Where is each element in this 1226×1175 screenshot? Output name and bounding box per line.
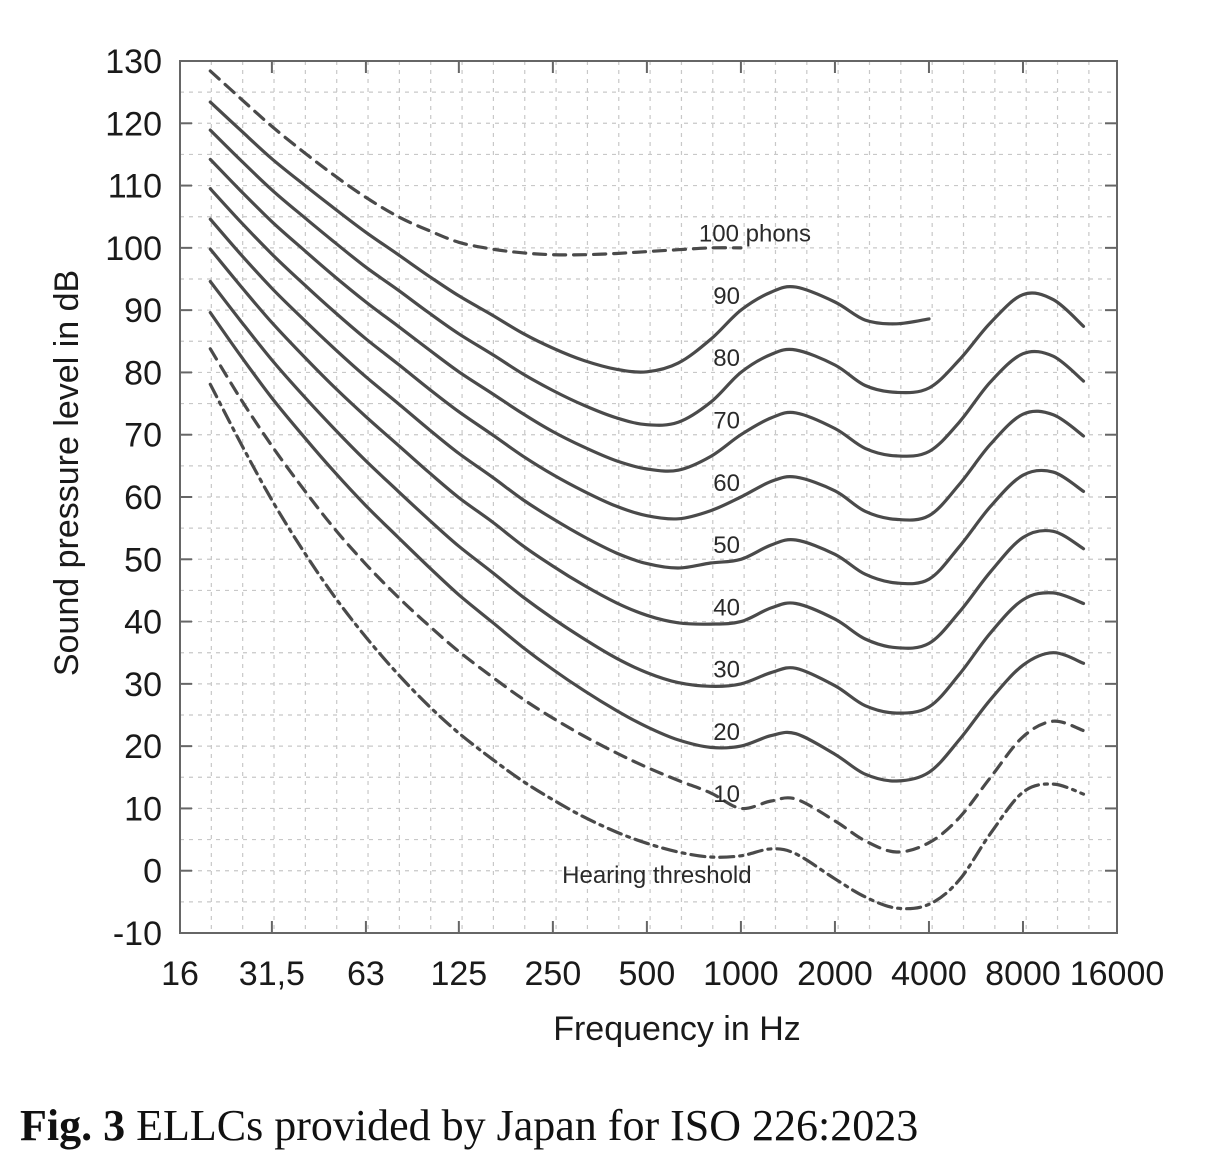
curve-20 bbox=[208, 311, 1086, 783]
x-tick-label: 1000 bbox=[703, 955, 779, 993]
curve-label: 90 bbox=[713, 283, 740, 310]
y-tick-label: 20 bbox=[124, 728, 162, 766]
x-tick-label: 125 bbox=[430, 955, 487, 993]
x-tick-label: 16 bbox=[161, 955, 199, 993]
curve-80 bbox=[208, 128, 1086, 427]
curve-label: 70 bbox=[713, 407, 740, 434]
equal-loudness-chart: -10 0 10 20 30 40 50 60 70 80 90 100 110 120 130 16 31,… bbox=[48, 43, 1164, 1048]
x-tick-label: 31,5 bbox=[239, 955, 305, 993]
curve-100-phons bbox=[208, 69, 743, 257]
curve-10 bbox=[208, 347, 1086, 854]
x-axis-title: Frequency in Hz bbox=[553, 1010, 801, 1048]
curve-label: 50 bbox=[713, 532, 740, 559]
curve-hearing-threshold bbox=[208, 382, 1086, 911]
y-tick-label: 120 bbox=[105, 105, 162, 143]
y-tick-labels: -10 0 10 20 30 40 50 60 70 80 90 100 110 120 130 bbox=[105, 43, 1117, 953]
y-tick-label: 70 bbox=[124, 417, 162, 455]
y-tick-label: 0 bbox=[143, 853, 162, 891]
curve-labels: 100 phons 90 80 70 60 50 40 30 20 10 Hearing thres… bbox=[562, 221, 811, 890]
x-tick-label: 16000 bbox=[1070, 955, 1165, 993]
y-tick-label: 110 bbox=[108, 168, 162, 206]
y-tick-label: 130 bbox=[105, 43, 162, 81]
x-tick-label: 2000 bbox=[797, 955, 873, 993]
curve-label: 100 phons bbox=[699, 221, 811, 248]
curve-90 bbox=[208, 100, 931, 374]
x-tick-label: 500 bbox=[619, 955, 676, 993]
y-tick-label: 80 bbox=[124, 354, 162, 392]
x-tick-label: 63 bbox=[347, 955, 385, 993]
y-tick-label: 90 bbox=[124, 292, 162, 330]
y-tick-label: 10 bbox=[124, 790, 162, 828]
curve-60 bbox=[208, 187, 1086, 522]
y-tick-label: 50 bbox=[124, 541, 162, 579]
grid bbox=[180, 61, 1117, 933]
x-tick-label: 4000 bbox=[891, 955, 967, 993]
curve-label: 60 bbox=[713, 470, 740, 497]
y-tick-label: 100 bbox=[105, 230, 162, 268]
x-tick-labels: 16 31,5 63 125 250 500 1000 2000 4000 8000 16000 bbox=[161, 61, 1164, 993]
x-tick-label: 250 bbox=[525, 955, 582, 993]
curve-70 bbox=[208, 157, 1086, 473]
curve-label: 80 bbox=[713, 345, 740, 372]
curve-label: Hearing threshold bbox=[562, 862, 751, 889]
curve-30 bbox=[208, 279, 1086, 715]
curve-label: 10 bbox=[713, 781, 740, 808]
y-tick-label: 30 bbox=[124, 666, 162, 704]
caption-label: Fig. 3 bbox=[20, 1101, 126, 1150]
curves bbox=[208, 69, 1086, 911]
x-tick-label: 8000 bbox=[985, 955, 1061, 993]
curve-label: 40 bbox=[713, 594, 740, 621]
curve-label: 20 bbox=[713, 719, 740, 746]
curve-40 bbox=[208, 247, 1086, 650]
curve-label: 30 bbox=[713, 657, 740, 684]
figure-caption: Fig. 3 ELLCs provided by Japan for ISO 2… bbox=[20, 1100, 918, 1151]
y-tick-label: 40 bbox=[124, 604, 162, 642]
curve-50 bbox=[208, 217, 1086, 586]
y-tick-label: 60 bbox=[124, 479, 162, 517]
y-axis-title: Sound pressure level in dB bbox=[48, 270, 86, 676]
y-tick-label: -10 bbox=[113, 915, 162, 953]
caption-text: ELLCs provided by Japan for ISO 226:2023 bbox=[136, 1101, 919, 1150]
